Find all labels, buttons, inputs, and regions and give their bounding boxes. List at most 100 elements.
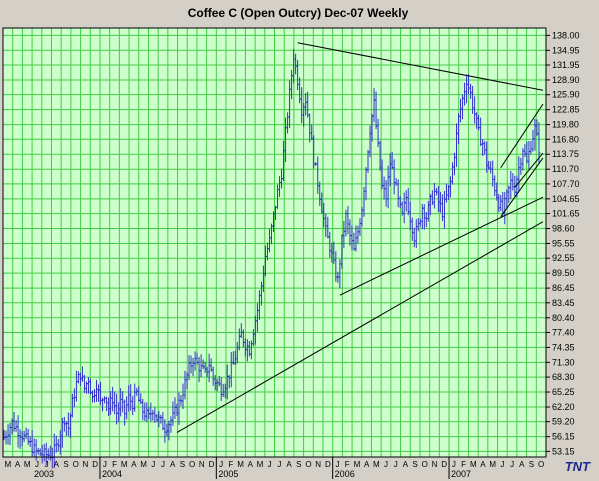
y-tick-label: 95.55 (552, 238, 575, 248)
plot-border (2, 27, 547, 458)
y-tick-label: 56.15 (552, 432, 575, 442)
grid-lines (2, 28, 547, 457)
x-month-label: S (180, 460, 185, 469)
x-month-label: M (121, 460, 128, 469)
x-month-label: N (199, 460, 205, 469)
trendline (500, 157, 544, 218)
x-month-label: J (103, 460, 107, 469)
x-month-label: S (296, 460, 301, 469)
x-month-label: J (45, 460, 49, 469)
y-tick-label: 138.00 (552, 30, 580, 40)
x-month-label: M (373, 460, 380, 469)
x-month-label: A (403, 460, 409, 469)
x-month-label: O (305, 460, 311, 469)
y-tick-label: 113.75 (552, 149, 579, 159)
y-tick-label: 122.85 (552, 105, 580, 115)
x-month-label: D (441, 460, 447, 469)
x-month-label: O (73, 460, 79, 469)
x-month-label: M (5, 460, 12, 469)
x-month-label: A (519, 460, 525, 469)
y-tick-label: 101.65 (552, 209, 580, 219)
x-month-label: A (364, 460, 370, 469)
y-tick-label: 89.50 (552, 268, 575, 278)
x-month-label: J (161, 460, 165, 469)
x-month-label: A (480, 460, 486, 469)
y-tick-label: 77.40 (552, 327, 575, 337)
x-month-label: M (354, 460, 361, 469)
tnt-logo: TNT (565, 459, 591, 474)
y-tick-label: 86.45 (552, 283, 575, 293)
x-month-label: S (412, 460, 417, 469)
x-month-label: A (248, 460, 254, 469)
x-month-label: J (35, 460, 39, 469)
x-month-label: J (277, 460, 281, 469)
x-month-label: M (470, 460, 477, 469)
x-month-label: J (510, 460, 514, 469)
x-year-label: 2003 (34, 469, 54, 479)
y-tick-label: 74.35 (552, 342, 575, 352)
x-month-label: S (63, 460, 68, 469)
y-tick-label: 80.40 (552, 313, 575, 323)
x-month-label: A (15, 460, 21, 469)
x-month-label: N (432, 460, 438, 469)
x-month-label: J (151, 460, 155, 469)
y-tick-label: 128.90 (552, 75, 580, 85)
x-month-label: J (268, 460, 272, 469)
x-month-label: A (131, 460, 137, 469)
x-month-label: F (112, 460, 117, 469)
x-month-label: M (489, 460, 496, 469)
y-tick-label: 131.95 (552, 60, 580, 70)
y-tick-label: 110.70 (552, 164, 579, 174)
trendline (500, 103, 544, 169)
y-tick-label: 107.70 (552, 179, 580, 189)
x-month-label: F (345, 460, 350, 469)
x-month-label: D (325, 460, 331, 469)
x-month-label: F (228, 460, 233, 469)
x-month-label: M (257, 460, 264, 469)
x-year-label: 2005 (218, 469, 238, 479)
x-month-label: M (24, 460, 31, 469)
y-tick-label: 125.90 (552, 90, 580, 100)
x-month-label: M (237, 460, 244, 469)
y-tick-label: 119.80 (552, 120, 579, 130)
trendline (297, 42, 544, 91)
x-year-label: 2004 (102, 469, 122, 479)
y-tick-label: 116.80 (552, 134, 579, 144)
chart-title: Coffee C (Open Outcry) Dec-07 Weekly (188, 6, 409, 20)
x-month-label: D (92, 460, 98, 469)
x-month-label: A (54, 460, 60, 469)
x-month-label: J (336, 460, 340, 469)
y-tick-label: 62.20 (552, 402, 575, 412)
x-month-label: A (286, 460, 292, 469)
trendline (339, 196, 544, 296)
x-month-label: S (529, 460, 534, 469)
y-axis: 138.00 134.95 131.95 128.90 125.90 122.85 119.… (546, 30, 580, 456)
x-month-label: O (189, 460, 195, 469)
y-tick-label: 65.25 (552, 387, 575, 397)
price-bars (2, 48, 541, 469)
trendline (514, 152, 544, 188)
y-tick-label: 71.30 (552, 357, 575, 367)
x-month-label: J (452, 460, 456, 469)
x-month-label: M (140, 460, 147, 469)
x-month-label: A (170, 460, 176, 469)
y-tick-label: 98.60 (552, 224, 575, 234)
x-month-label: N (83, 460, 89, 469)
x-month-label: J (384, 460, 388, 469)
y-tick-label: 68.30 (552, 372, 575, 382)
y-tick-label: 134.95 (552, 45, 580, 55)
y-tick-label: 83.45 (552, 298, 575, 308)
x-month-label: O (422, 460, 428, 469)
x-month-label: J (394, 460, 398, 469)
trendlines (176, 42, 544, 433)
x-month-label: O (538, 460, 544, 469)
x-month-label: J (500, 460, 504, 469)
trendline (176, 221, 544, 433)
y-tick-label: 92.55 (552, 253, 575, 263)
x-month-label: J (219, 460, 223, 469)
x-month-label: D (209, 460, 215, 469)
price-bar (537, 122, 541, 164)
